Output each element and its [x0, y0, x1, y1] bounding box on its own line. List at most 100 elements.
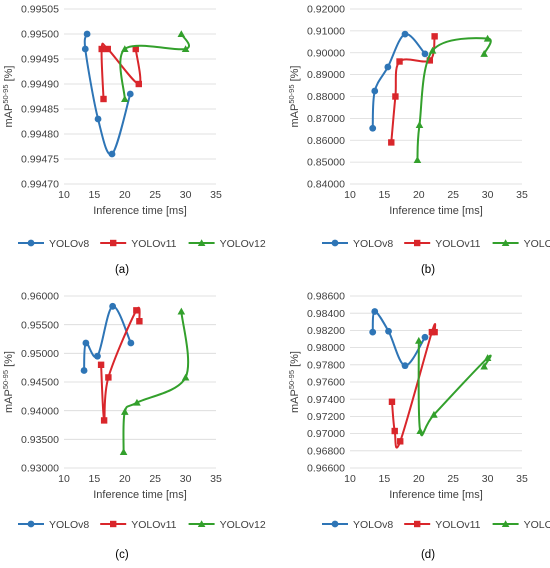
- data-point-yolov8: [81, 45, 89, 53]
- y-tick-label: 0.96600: [307, 463, 345, 475]
- x-axis-label: Inference time [ms]: [389, 205, 483, 217]
- x-tick-label: 35: [210, 473, 222, 485]
- data-point-yolov11: [100, 95, 107, 103]
- data-point-yolov8: [421, 333, 429, 341]
- data-point-yolov8: [94, 352, 101, 360]
- data-point-yolov12: [413, 156, 422, 163]
- legend-marker-yolov11: [110, 239, 117, 247]
- data-point-yolov11: [97, 361, 105, 368]
- data-point-yolov12: [121, 95, 129, 103]
- x-axis-label: Inference time [ms]: [93, 489, 187, 501]
- data-point-yolov11: [98, 45, 105, 53]
- data-point-yolov11: [397, 438, 404, 445]
- y-axis-label-main: mAP: [3, 104, 15, 128]
- legend-marker-yolov11: [110, 520, 117, 528]
- data-point-yolov8: [80, 367, 88, 374]
- data-point-yolov8: [109, 302, 117, 310]
- y-tick-label: 0.97800: [307, 359, 345, 371]
- data-point-yolov12: [415, 121, 424, 128]
- x-tick-label: 30: [180, 473, 192, 485]
- data-point-yolov12: [177, 30, 186, 38]
- series-line-yolov11: [390, 323, 437, 449]
- x-tick-label: 15: [89, 473, 101, 485]
- series-line-yolov8: [371, 310, 426, 367]
- x-tick-label: 10: [344, 189, 356, 201]
- legend-marker-yolov8: [331, 239, 339, 247]
- legend-label: YOLOv12: [220, 238, 266, 250]
- x-tick-label: 15: [89, 189, 101, 201]
- data-point-yolov8: [371, 87, 379, 95]
- y-tick-label: 0.86000: [307, 135, 345, 147]
- y-tick-label: 0.96800: [307, 445, 345, 457]
- y-axis-label-main: mAP: [289, 389, 301, 413]
- x-tick-label: 10: [58, 473, 70, 485]
- data-point-yolov8: [94, 115, 102, 123]
- data-point-yolov11: [105, 374, 112, 381]
- legend-label: YOLOv8: [49, 238, 89, 250]
- legend-marker-yolov12: [501, 520, 510, 528]
- y-tick-label: 0.99500: [21, 29, 59, 41]
- y-tick-label: 0.88000: [307, 91, 345, 103]
- y-axis-label-unit: [%]: [3, 66, 15, 85]
- legend-marker-yolov12: [197, 520, 206, 528]
- y-tick-label: 0.99475: [21, 154, 59, 166]
- y-tick-label: 0.96000: [21, 291, 59, 303]
- y-axis-label: mAP50-95 [%]: [1, 351, 15, 413]
- y-axis-label: mAP50-95 [%]: [287, 351, 301, 413]
- y-tick-label: 0.99485: [21, 104, 59, 116]
- x-tick-label: 25: [447, 473, 459, 485]
- data-point-yolov8: [82, 339, 90, 347]
- y-tick-label: 0.95500: [21, 319, 59, 331]
- legend-label: YOLOv11: [435, 238, 480, 250]
- y-tick-label: 0.93000: [21, 463, 59, 475]
- data-point-yolov11: [100, 417, 108, 424]
- x-tick-label: 20: [119, 473, 131, 485]
- panel-label: (b): [421, 264, 435, 276]
- x-tick-label: 15: [379, 473, 391, 485]
- data-point-yolov12: [483, 354, 492, 361]
- x-tick-label: 20: [413, 189, 425, 201]
- legend-label: YOLOv12: [220, 519, 266, 531]
- data-point-yolov11: [104, 45, 111, 53]
- legend-marker-yolov11: [414, 239, 421, 247]
- y-tick-label: 0.94000: [21, 405, 59, 417]
- y-tick-label: 0.94500: [21, 377, 59, 389]
- legend-marker-yolov8: [27, 520, 35, 528]
- x-tick-label: 30: [180, 189, 192, 201]
- y-axis-label: mAP50-95 [%]: [287, 66, 301, 128]
- y-tick-label: 0.99505: [21, 4, 59, 16]
- data-point-yolov11: [391, 427, 398, 435]
- x-tick-label: 30: [482, 189, 494, 201]
- legend: YOLOv8 YOLOv11 YOLOv12: [18, 519, 266, 531]
- legend-marker-yolov12: [197, 239, 206, 247]
- data-point-yolov11: [392, 93, 399, 100]
- y-tick-label: 0.99480: [21, 129, 59, 141]
- panel-label: (c): [115, 549, 129, 561]
- chart-panel-3: 0.93000 0.93500 0.94000 0.94500 0.95000 0.955…: [1, 291, 266, 561]
- series-line-yolov12: [416, 37, 492, 161]
- y-axis-label-superscript: 50-95: [287, 84, 296, 103]
- x-tick-label: 15: [379, 189, 391, 201]
- legend-marker-yolov8: [331, 520, 339, 528]
- data-point-yolov8: [385, 327, 392, 335]
- data-point-yolov11: [431, 33, 438, 40]
- y-tick-label: 0.99490: [21, 79, 59, 91]
- data-point-yolov12: [483, 34, 492, 42]
- data-point-yolov8: [369, 328, 377, 336]
- data-point-yolov12: [181, 45, 190, 53]
- series-line-yolov12: [417, 339, 492, 437]
- data-point-yolov11: [431, 328, 438, 336]
- x-tick-label: 10: [58, 189, 70, 201]
- y-tick-label: 0.98000: [307, 342, 345, 354]
- x-tick-label: 25: [149, 473, 161, 485]
- x-tick-label: 20: [119, 189, 131, 201]
- x-tick-label: 10: [344, 473, 356, 485]
- y-tick-label: 0.84000: [307, 179, 345, 191]
- data-point-yolov8: [127, 339, 135, 347]
- y-axis-label-main: mAP: [3, 389, 15, 413]
- y-tick-label: 0.97200: [307, 411, 345, 423]
- x-tick-label: 25: [149, 189, 161, 201]
- data-point-yolov8: [83, 30, 91, 38]
- data-point-yolov8: [126, 90, 134, 98]
